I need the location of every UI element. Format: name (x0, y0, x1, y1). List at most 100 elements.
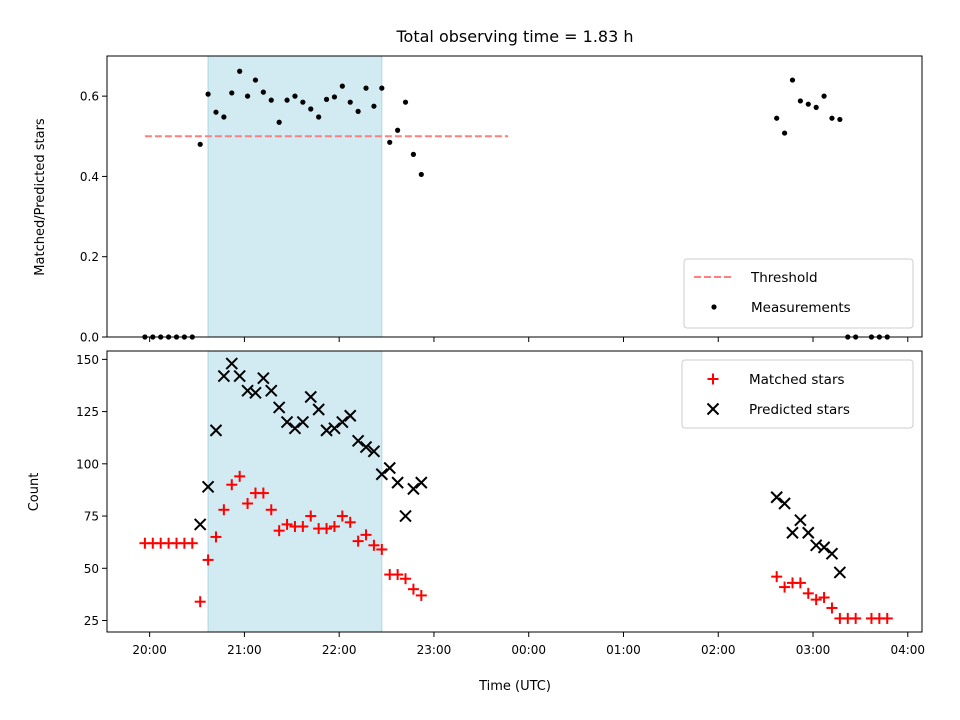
measurement-point (229, 90, 235, 96)
predicted-star-point (802, 526, 815, 539)
predicted-star-point (383, 461, 396, 475)
matched-star-point (826, 602, 838, 614)
measurement-point (410, 151, 417, 157)
predicted-star-point (304, 390, 317, 404)
matched-star-point (265, 504, 277, 516)
predicted-star-point (825, 547, 839, 560)
x-tick-label: 23:00 (417, 643, 452, 657)
x-tick-label: 01:00 (606, 643, 641, 657)
measurement-point (276, 119, 282, 125)
measurement-point (331, 94, 338, 100)
predicted-star-point (312, 403, 325, 416)
matched-star-point (779, 581, 791, 593)
predicted-star-point (272, 401, 286, 414)
predicted-star-point (249, 386, 262, 399)
matched-star-point (802, 587, 814, 599)
measurement-point (323, 96, 330, 102)
measurement-point (789, 77, 796, 83)
measurement-point (395, 127, 401, 133)
top-y-tick-label: 0.6 (80, 90, 99, 104)
matched-star-point (273, 525, 285, 537)
predicted-star-point (288, 422, 302, 435)
matched-star-point (328, 520, 340, 532)
x-tick-label: 20:00 (132, 643, 167, 657)
predicted-star-point (233, 369, 246, 383)
measurement-point (821, 93, 827, 99)
legend-matched-swatch (707, 373, 719, 385)
matched-star-point (352, 535, 364, 547)
predicted-star-point (201, 480, 215, 494)
predicted-star-point (375, 468, 389, 481)
measurement-point (252, 77, 259, 83)
top-axes-frame (106, 55, 923, 338)
top-y-tick-label: 0.0 (80, 331, 99, 345)
matched-star-point (376, 543, 388, 555)
matched-star-point (226, 479, 238, 491)
measurement-point (308, 106, 314, 112)
predicted-star-point (193, 518, 207, 531)
measurement-point (205, 91, 211, 97)
measurement-point (339, 83, 345, 89)
predicted-star-point (280, 415, 294, 429)
predicted-star-point (225, 357, 238, 370)
predicted-star-point (320, 424, 333, 437)
matched-star-point (771, 571, 783, 583)
matched-star-point (400, 573, 412, 585)
matched-star-point (368, 539, 380, 551)
predicted-star-point (241, 384, 254, 397)
legend-measurements-label: Measurements (751, 300, 851, 316)
bottom-panel: 25 50 75 100 125 150 20:00 21:00 22:00 23:00 00:00… (76, 350, 925, 657)
predicted-star-point (809, 539, 823, 552)
measurement-point (347, 99, 353, 105)
matched-star-point (415, 589, 427, 601)
measurement-point (213, 109, 219, 115)
chart-title: Total observing time = 1.83 h (395, 27, 633, 46)
legend-predicted-label: Predicted stars (749, 402, 850, 418)
measurement-point (387, 139, 393, 145)
top-y-tick-label: 0.2 (80, 250, 99, 264)
predicted-star-point (209, 424, 223, 437)
measurement-point (221, 114, 227, 120)
measurement-point (363, 85, 369, 91)
matched-star-point (794, 577, 806, 589)
legend-matched-label: Matched stars (749, 372, 845, 388)
bottom-axes-frame (106, 350, 923, 633)
measurement-point (781, 130, 788, 136)
measurement-point (829, 115, 835, 121)
top-y-tick-label: 0.4 (80, 170, 99, 184)
x-tick-label: 00:00 (511, 643, 546, 657)
matched-star-point (257, 487, 269, 499)
matched-star-point (407, 583, 419, 595)
predicted-star-point (786, 526, 799, 539)
predicted-star-point (217, 369, 231, 383)
matched-star-point (321, 523, 333, 535)
predicted-star-point (344, 409, 357, 422)
matched-star-point (234, 470, 246, 482)
matched-star-point (850, 612, 862, 624)
measurement-point (805, 101, 811, 107)
predicted-star-point (778, 497, 791, 510)
matched-star-point (810, 594, 822, 606)
x-axis-label: Time (UTC) (478, 679, 551, 694)
predicted-star-point (336, 415, 349, 429)
measurement-point (837, 116, 843, 123)
predicted-star-point (407, 482, 420, 496)
matched-star-point (881, 612, 893, 624)
matched-star-point (210, 531, 222, 543)
matched-star-point (392, 569, 404, 581)
matched-star-point (305, 510, 317, 522)
measurement-point (316, 114, 322, 120)
matched-star-point (218, 504, 230, 516)
bottom-y-tick-label: 125 (76, 405, 99, 419)
matched-star-point (344, 516, 356, 528)
predicted-star-point (817, 541, 831, 554)
predicted-star-point (296, 415, 310, 429)
measurement-point (197, 141, 203, 147)
bottom-observing-window (207, 350, 383, 633)
bottom-legend (681, 359, 914, 429)
top-panel: 0.0 0.2 0.4 0.6 Threshold Measurements (80, 55, 923, 345)
legend-predicted-swatch (706, 402, 720, 416)
x-tick-label: 21:00 (227, 643, 262, 657)
predicted-star-point (351, 434, 365, 448)
